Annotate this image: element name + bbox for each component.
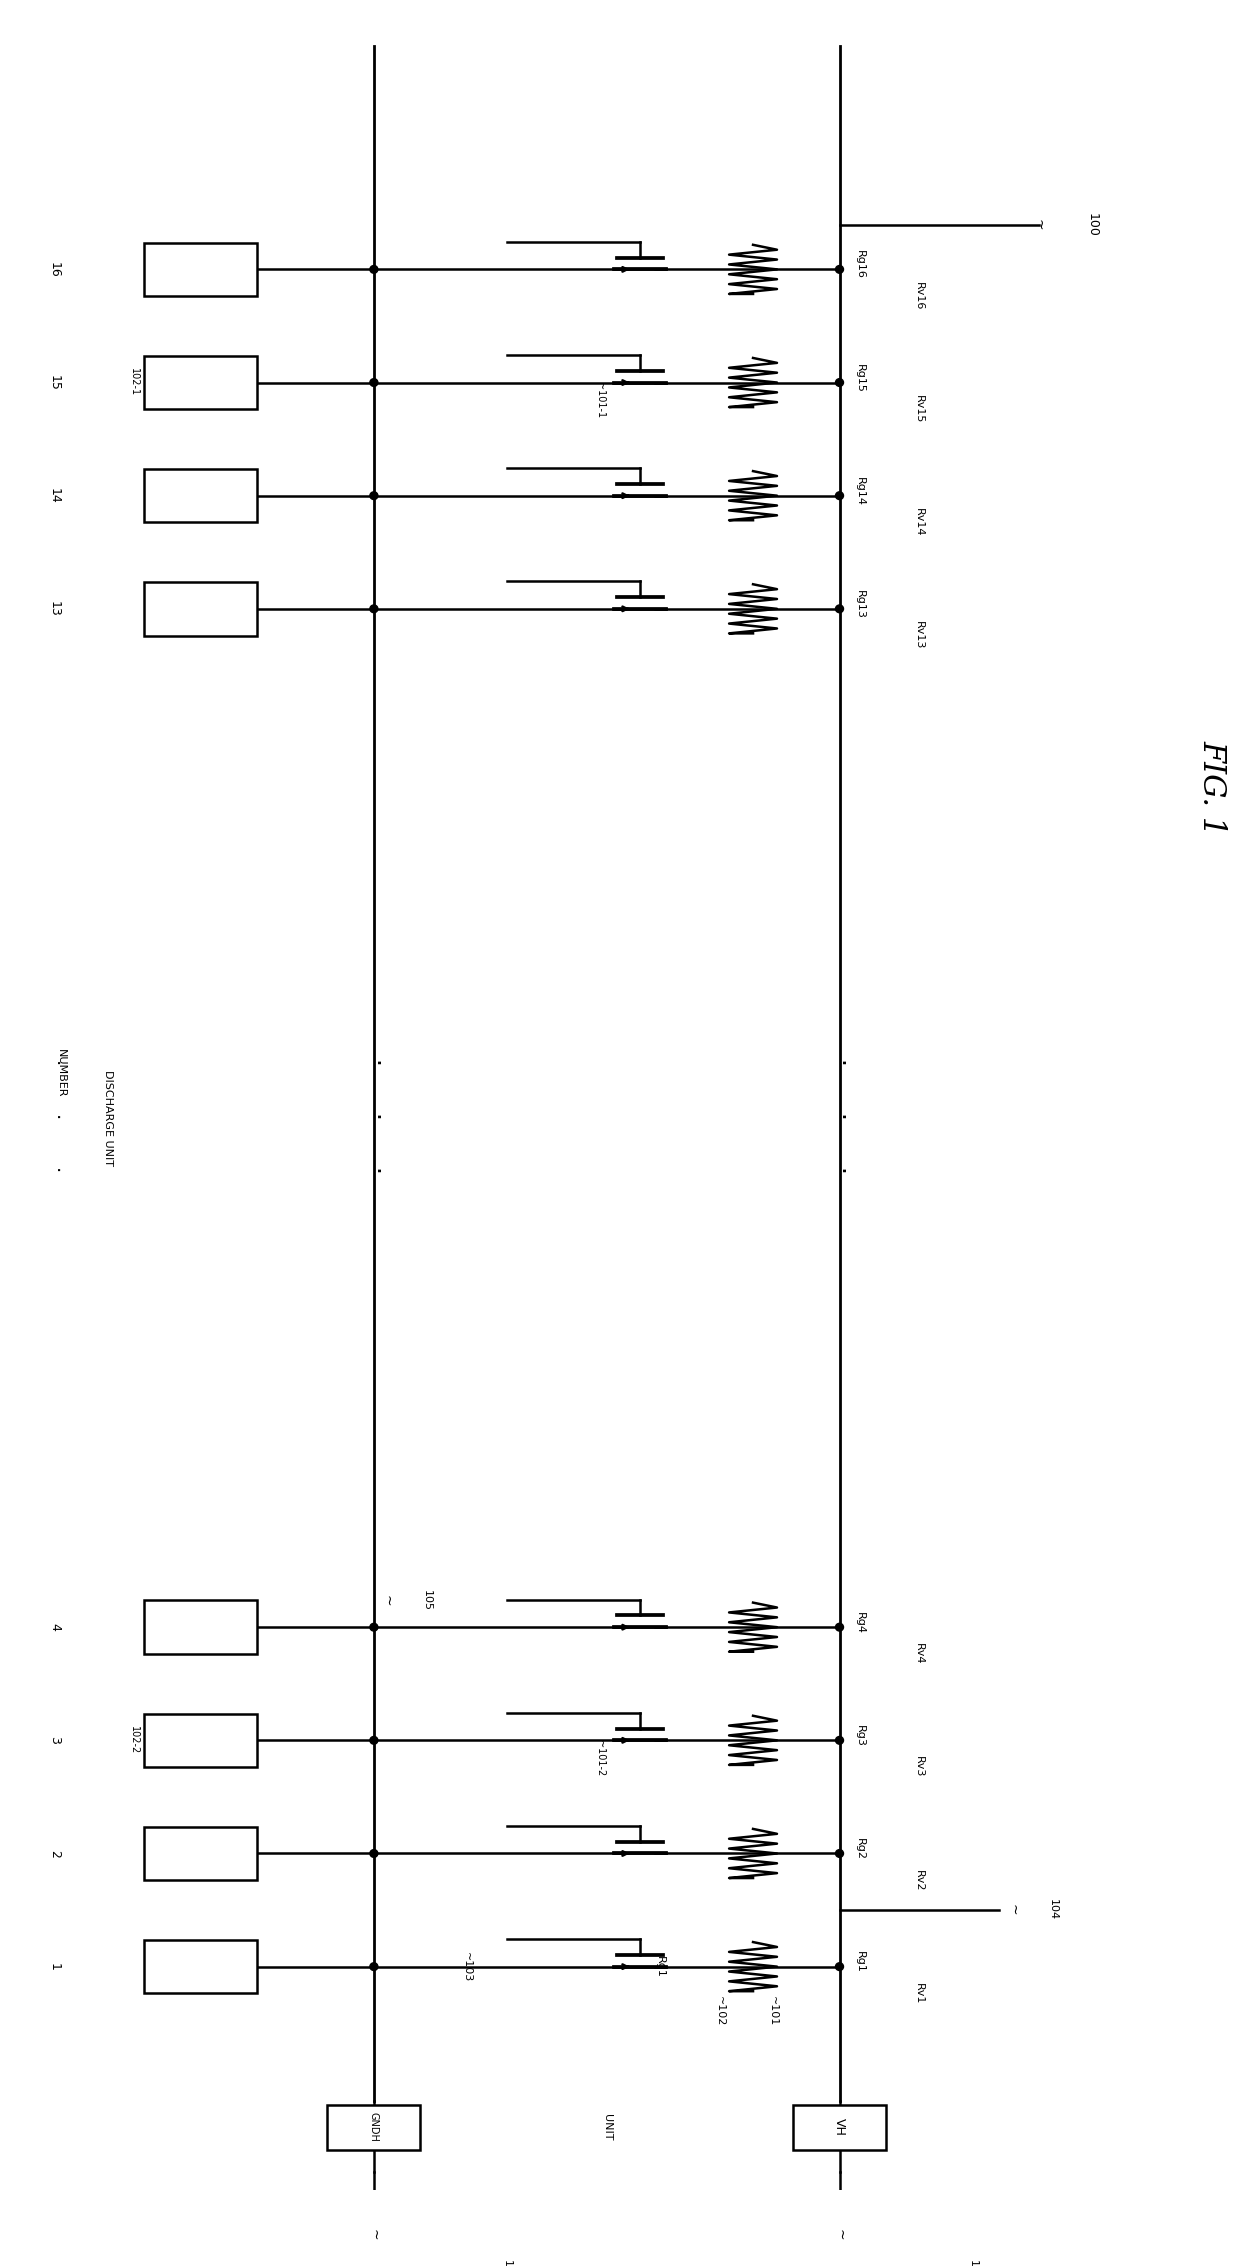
- Text: VH: VH: [833, 2119, 846, 2137]
- Circle shape: [836, 378, 843, 387]
- Circle shape: [370, 492, 378, 499]
- Circle shape: [836, 1736, 843, 1745]
- Text: 15: 15: [48, 374, 61, 390]
- Text: 102-2: 102-2: [129, 1727, 139, 1754]
- Text: 14: 14: [48, 487, 61, 503]
- Bar: [144, 356, 258, 410]
- Circle shape: [836, 265, 843, 274]
- Text: Rg3: Rg3: [854, 1724, 864, 1747]
- Circle shape: [370, 265, 378, 274]
- Text: GNDH: GNDH: [368, 2112, 379, 2141]
- Text: 1: 1: [48, 1962, 61, 1971]
- Bar: [144, 242, 258, 297]
- Bar: [792, 2105, 887, 2150]
- Text: 3: 3: [48, 1736, 61, 1745]
- Circle shape: [370, 378, 378, 387]
- Text: Rg16: Rg16: [854, 252, 864, 279]
- Text: NUMBER: NUMBER: [56, 1049, 66, 1097]
- Text: Rv14: Rv14: [914, 508, 924, 537]
- Text: Rv3: Rv3: [914, 1756, 924, 1779]
- Text: Rv4: Rv4: [914, 1643, 924, 1666]
- Text: Rg15: Rg15: [854, 363, 864, 392]
- Text: 106: 106: [967, 2259, 977, 2266]
- Text: Rv1: Rv1: [914, 1983, 924, 2003]
- Text: 105: 105: [422, 1591, 432, 1611]
- Text: Rg1: Rg1: [655, 1956, 665, 1978]
- Text: Rg13: Rg13: [854, 589, 864, 619]
- Text: ·: ·: [45, 1115, 64, 1122]
- Text: 102-1: 102-1: [129, 369, 139, 397]
- Bar: [144, 1713, 258, 1767]
- Bar: [144, 469, 258, 523]
- Text: ·: ·: [827, 1115, 852, 1122]
- Bar: [144, 1600, 258, 1654]
- Text: ·: ·: [362, 1167, 386, 1176]
- Circle shape: [836, 605, 843, 612]
- Text: ~103: ~103: [463, 1951, 472, 1983]
- Text: ·: ·: [827, 1060, 852, 1067]
- Text: ·: ·: [362, 1115, 386, 1122]
- Circle shape: [836, 1849, 843, 1858]
- Text: Rv2: Rv2: [914, 1869, 924, 1892]
- Circle shape: [370, 605, 378, 612]
- Text: FIG. 1: FIG. 1: [1197, 741, 1228, 836]
- Text: 13: 13: [48, 600, 61, 616]
- Text: DISCHARGE UNIT: DISCHARGE UNIT: [103, 1070, 113, 1167]
- Text: 104: 104: [1048, 1899, 1058, 1922]
- Circle shape: [370, 1736, 378, 1745]
- Text: Rg14: Rg14: [854, 476, 864, 505]
- Circle shape: [370, 1962, 378, 1971]
- Circle shape: [370, 1849, 378, 1858]
- Text: Rv13: Rv13: [914, 621, 924, 650]
- Text: ~: ~: [381, 1595, 394, 1607]
- Text: ·: ·: [827, 1167, 852, 1176]
- Text: ·: ·: [362, 1060, 386, 1067]
- Text: 100: 100: [1086, 213, 1099, 236]
- Text: Rg2: Rg2: [854, 1838, 864, 1860]
- Text: ~101-1: ~101-1: [595, 383, 605, 419]
- Circle shape: [836, 1962, 843, 1971]
- Text: 4: 4: [48, 1622, 61, 1632]
- Bar: [144, 1826, 258, 1881]
- Circle shape: [370, 1622, 378, 1632]
- Text: Rg1: Rg1: [854, 1951, 864, 1974]
- Circle shape: [836, 1622, 843, 1632]
- Text: 16: 16: [48, 261, 61, 276]
- Text: Rv16: Rv16: [914, 281, 924, 310]
- Text: 107: 107: [502, 2259, 512, 2266]
- Text: ~: ~: [367, 2230, 381, 2241]
- Bar: [144, 582, 258, 637]
- Text: Rv15: Rv15: [914, 394, 924, 424]
- Text: ·: ·: [45, 1169, 64, 1174]
- Circle shape: [836, 492, 843, 499]
- Text: ~: ~: [1006, 1903, 1019, 1915]
- Text: ~101: ~101: [768, 1996, 777, 2026]
- Text: ~: ~: [1032, 220, 1047, 231]
- Text: ~: ~: [832, 2230, 847, 2241]
- Text: Rg4: Rg4: [854, 1611, 864, 1634]
- Text: 2: 2: [48, 1849, 61, 1858]
- Bar: [327, 2105, 420, 2150]
- Text: ~102: ~102: [714, 1996, 724, 2026]
- Bar: [144, 1940, 258, 1994]
- Text: ~101-2: ~101-2: [595, 1740, 605, 1777]
- Text: ·: ·: [45, 1060, 64, 1067]
- Text: UNIT: UNIT: [601, 2114, 611, 2141]
